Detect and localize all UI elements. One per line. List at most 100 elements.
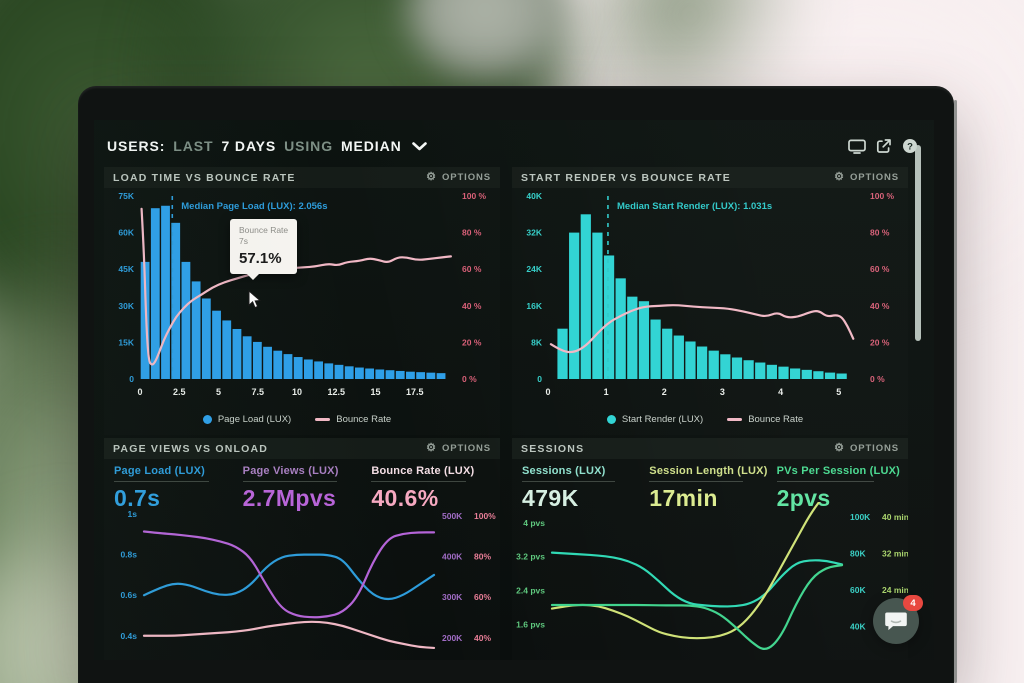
metric-session-length[interactable]: Session Length (LUX) 17min [649,465,776,512]
svg-text:60K: 60K [118,228,134,238]
svg-text:2.4 pvs: 2.4 pvs [516,586,545,596]
svg-text:500K: 500K [442,511,463,521]
svg-text:5: 5 [836,387,841,397]
svg-text:4 pvs: 4 pvs [523,518,545,528]
panel-grid: LOAD TIME VS BOUNCE RATE ⚙ OPTIONS 75K 60… [104,167,909,660]
metric-value: 2pvs [776,485,831,511]
notification-badge: 4 [903,595,923,611]
page-views-chart[interactable]: 1s 0.8s 0.6s 0.4s 500K 100% 400K 80% 300K 60% 200K… [104,502,500,652]
svg-text:40%: 40% [474,633,491,643]
help-icon[interactable]: ? [902,138,918,154]
scrollbar-thumb[interactable] [915,145,921,341]
svg-text:300K: 300K [442,592,463,602]
svg-text:16K: 16K [526,301,542,311]
legend-label: Bounce Rate [748,414,804,425]
metric-label: Sessions (LUX) [522,465,606,477]
metric-row: Page Load (LUX) 0.7s Page Views (LUX) 2.… [104,459,500,511]
svg-text:32K: 32K [526,228,542,238]
panel-title: START RENDER VS BOUNCE RATE [521,171,731,184]
svg-text:80K: 80K [850,549,866,559]
svg-text:1: 1 [604,387,609,397]
metric-label: Page Load (LUX) [114,465,206,477]
svg-text:2: 2 [662,387,667,397]
chart-legend: Page Load (LUX) Bounce Rate [140,414,454,425]
svg-text:40K: 40K [526,191,542,201]
metric-label: Page Views (LUX) [242,465,339,477]
metric-bounce-rate[interactable]: Bounce Rate (LUX) 40.6% [371,465,500,512]
title-median: MEDIAN [340,138,402,154]
svg-text:0.4s: 0.4s [120,631,137,641]
legend-label: Page Load (LUX) [217,414,292,425]
metric-underline [649,481,743,482]
svg-text:8K: 8K [531,337,543,347]
gear-icon: ⚙ [426,171,437,183]
svg-text:1.6 pvs: 1.6 pvs [516,619,545,629]
panel-start-render-vs-bounce-rate: START RENDER VS BOUNCE RATE ⚙ OPTIONS 40… [512,167,908,435]
options-button[interactable]: ⚙ OPTIONS [834,443,899,455]
panel-header: PAGE VIEWS VS ONLOAD ⚙ OPTIONS [104,438,500,459]
sessions-chart[interactable]: 4 pvs 3.2 pvs 2.4 pvs 1.6 pvs 100K 40 min 80K 3… [512,475,909,652]
options-button[interactable]: ⚙ OPTIONS [426,171,491,184]
legend-item[interactable]: Page Load (LUX) [202,414,292,425]
legend-item[interactable]: Bounce Rate [727,414,803,425]
svg-text:200K: 200K [442,633,463,643]
svg-text:?: ? [907,141,913,152]
svg-text:80 %: 80 % [870,228,890,238]
metric-label: Session Length (LUX) [649,465,768,477]
svg-text:5: 5 [216,387,221,397]
svg-text:400K: 400K [442,552,463,562]
svg-text:30K: 30K [118,301,134,311]
svg-text:40K: 40K [850,621,866,631]
legend-item[interactable]: Bounce Rate [315,414,391,425]
svg-text:15: 15 [370,387,380,397]
svg-text:40 %: 40 % [462,301,482,311]
svg-text:Median Page Load (LUX): 2.056s: Median Page Load (LUX): 2.056s [181,201,327,212]
dashboard-title-dropdown[interactable]: USERS: LAST 7 DAYS USING MEDIAN [107,138,427,154]
metric-pvs-per-session[interactable]: PVs Per Session (LUX) 2pvs [776,465,908,512]
title-users: USERS: [107,138,166,154]
metric-underline [371,481,466,482]
svg-text:0.6s: 0.6s [120,590,137,600]
options-button[interactable]: ⚙ OPTIONS [834,172,899,184]
tooltip-x-value: 7s [239,236,248,247]
metric-value: 40.6% [371,485,439,511]
legend-item[interactable]: Start Render (LUX) [606,414,703,425]
metric-sessions[interactable]: Sessions (LUX) 479K [522,465,649,512]
chat-launcher[interactable]: 4 [873,595,923,644]
svg-text:100%: 100% [474,511,496,521]
legend-line-marker [315,418,331,421]
options-button[interactable]: ⚙ OPTIONS [426,442,491,455]
chart-tooltip: Bounce Rate 7s 57.1% [230,219,298,280]
chart-legend: Start Render (LUX) Bounce Rate [548,414,862,425]
svg-text:0 %: 0 % [870,374,885,384]
metric-value: 17min [649,485,718,511]
svg-text:20 %: 20 % [870,337,890,347]
title-last: LAST [173,138,214,154]
gear-icon: ⚙ [426,442,437,454]
svg-text:100K: 100K [850,512,871,522]
metric-value: 479K [522,485,579,511]
metric-page-load[interactable]: Page Load (LUX) 0.7s [114,465,243,512]
svg-text:2.5: 2.5 [173,387,186,397]
options-label: OPTIONS [441,443,491,454]
start-render-chart[interactable]: 40K 32K 24K 16K 8K 0 100 % 80 % 60 % 40 % 20 % 0 % 0… [512,188,908,434]
tooltip-series: Bounce Rate [239,225,289,235]
panel-header: LOAD TIME VS BOUNCE RATE ⚙ OPTIONS [104,167,500,188]
metric-underline [114,481,209,482]
panel-sessions: SESSIONS ⚙ OPTIONS Sessions (LUX) 479K [512,438,909,660]
share-icon[interactable] [876,138,892,154]
svg-text:0 %: 0 % [462,374,477,384]
display-icon[interactable] [848,139,866,154]
svg-text:15K: 15K [118,337,134,347]
svg-text:24 min: 24 min [882,585,908,595]
svg-text:4: 4 [778,387,783,397]
svg-text:3.2 pvs: 3.2 pvs [516,552,545,562]
svg-text:60 %: 60 % [462,264,482,274]
svg-text:7.5: 7.5 [251,387,264,397]
metric-page-views[interactable]: Page Views (LUX) 2.7Mpvs [242,465,372,512]
panel-title: PAGE VIEWS VS ONLOAD [113,442,269,455]
svg-text:60%: 60% [474,592,491,602]
svg-text:17.5: 17.5 [406,387,424,397]
load-time-chart[interactable]: 75K 60K 45K 30K 15K 0 100 % 80 % 60 % 40 % 20 % 0 %… [104,188,500,434]
